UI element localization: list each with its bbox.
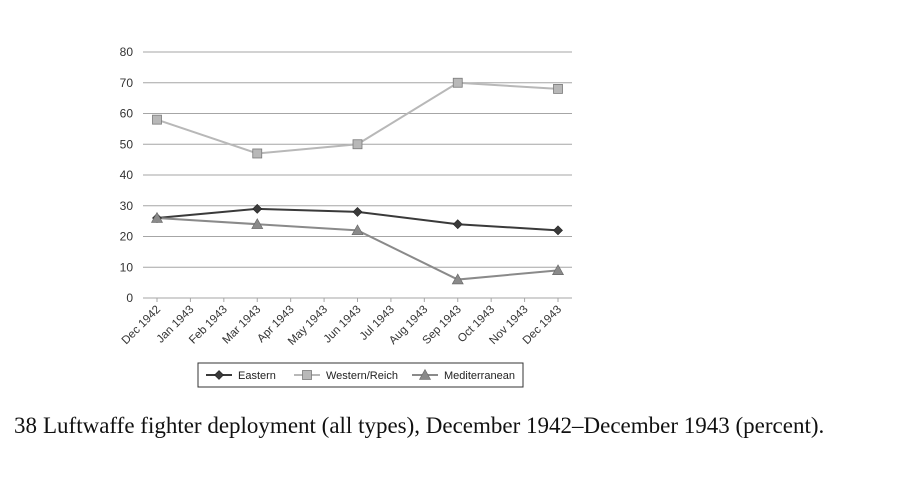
y-tick-label: 70 bbox=[120, 76, 134, 90]
data-point-mediterranean bbox=[251, 218, 264, 229]
caption-text: Luftwaffe fighter deployment (all types)… bbox=[43, 413, 825, 438]
y-tick-label: 20 bbox=[120, 230, 134, 244]
data-point-eastern bbox=[252, 203, 263, 214]
y-tick-label: 80 bbox=[120, 45, 134, 59]
legend-box bbox=[197, 362, 524, 388]
data-point-mediterranean bbox=[150, 211, 164, 223]
legend-marker bbox=[302, 370, 312, 380]
y-tick-label: 10 bbox=[120, 260, 134, 274]
data-point-eastern bbox=[553, 225, 563, 236]
data-point-western-reich bbox=[452, 77, 463, 88]
legend-label-western-reich: Western/Reich bbox=[326, 370, 398, 382]
series-group bbox=[150, 77, 565, 285]
data-point-mediterranean bbox=[451, 273, 464, 285]
data-point-western-reich bbox=[553, 84, 563, 94]
y-axis: 0 10 20 30 40 50 60 70 80 bbox=[120, 45, 134, 305]
y-tick-label: 60 bbox=[120, 107, 134, 121]
y-tick-label: 0 bbox=[126, 291, 133, 305]
legend-marker bbox=[418, 368, 432, 380]
data-point-western-reich bbox=[352, 139, 363, 150]
data-point-eastern bbox=[452, 219, 463, 230]
gridlines bbox=[143, 51, 572, 299]
figure-number: 38 bbox=[14, 413, 37, 438]
data-point-western-reich bbox=[252, 148, 263, 159]
figure-caption: 38 Luftwaffe fighter deployment (all type… bbox=[14, 412, 894, 440]
legend: Eastern Western/Reich Mediterranean bbox=[197, 362, 524, 388]
y-tick-label: 30 bbox=[120, 199, 134, 213]
data-point-eastern bbox=[352, 206, 363, 217]
y-tick-label: 40 bbox=[120, 168, 134, 182]
legend-label-mediterranean: Mediterranean bbox=[444, 370, 515, 382]
data-point-western-reich bbox=[152, 114, 162, 125]
legend-marker bbox=[214, 370, 224, 380]
y-tick-label: 50 bbox=[120, 137, 134, 151]
data-point-mediterranean bbox=[551, 264, 565, 276]
data-point-mediterranean bbox=[351, 224, 364, 236]
legend-label-eastern: Eastern bbox=[238, 370, 276, 382]
